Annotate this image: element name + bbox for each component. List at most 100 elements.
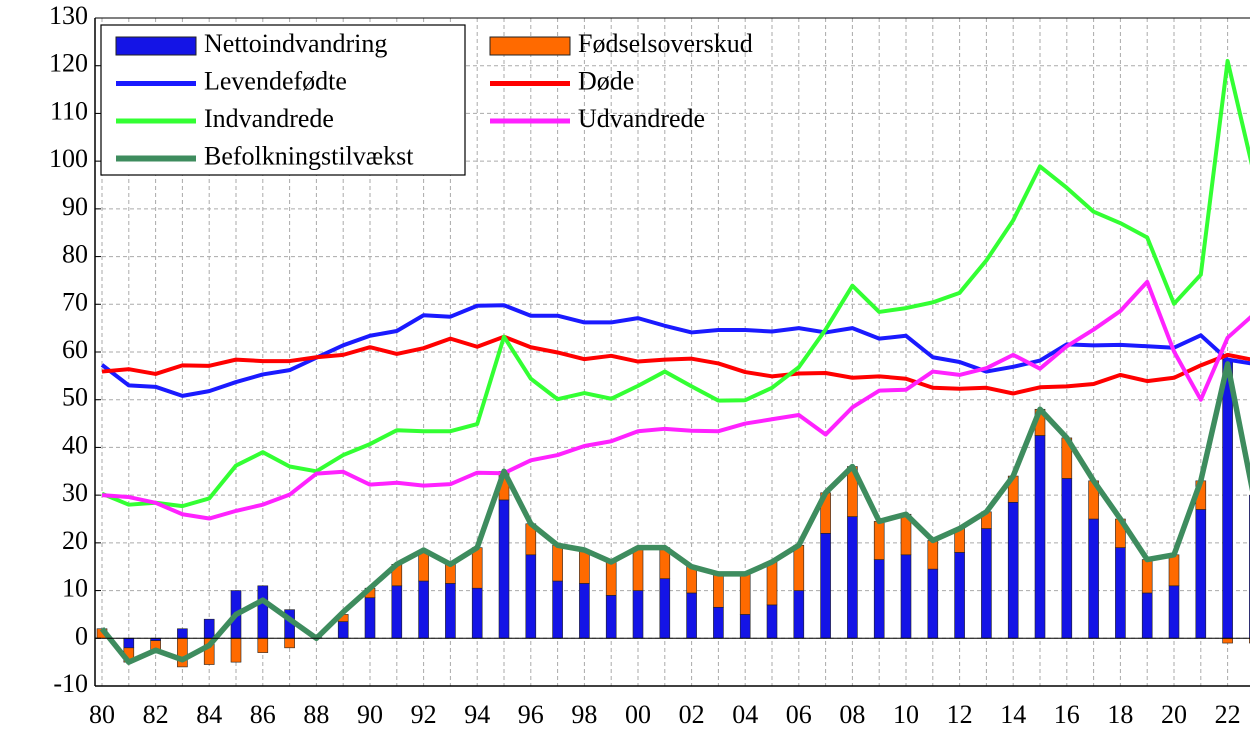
bar	[257, 637, 269, 653]
x-tick-label: 18	[1107, 700, 1133, 729]
x-tick-label: 00	[625, 700, 651, 729]
bar	[820, 533, 831, 639]
bar	[1141, 592, 1153, 639]
bar	[177, 637, 188, 668]
bar	[552, 544, 563, 582]
bar	[766, 561, 778, 606]
x-tick-label: 98	[571, 700, 597, 729]
line	[99, 361, 1250, 665]
bar	[471, 587, 483, 639]
y-tick-label: 130	[49, 1, 88, 30]
bar	[793, 590, 805, 639]
bar	[552, 580, 563, 639]
x-tick-label: 90	[357, 700, 383, 729]
bar	[900, 554, 912, 639]
x-tick-label: 04	[732, 700, 758, 729]
x-tick-label: 84	[196, 700, 222, 729]
bar	[1034, 435, 1046, 639]
bar	[713, 606, 724, 639]
bar	[203, 618, 215, 639]
bar	[766, 604, 778, 639]
x-tick-label: 94	[464, 700, 490, 729]
bar	[1141, 559, 1153, 594]
x-tick-label: 02	[679, 700, 705, 729]
bar	[686, 566, 697, 594]
bar	[230, 637, 242, 663]
bar	[445, 583, 456, 639]
x-tick-label: 20	[1161, 700, 1187, 729]
legend-label: Indvandrede	[204, 104, 334, 133]
legend-swatch	[115, 36, 197, 56]
y-tick-label: 100	[49, 144, 88, 173]
x-tick-label: 80	[89, 700, 115, 729]
axes: -10 0 10 20 30 40 50 60 70 80 90 100 110 120 130 80 82 84…	[49, 1, 1250, 729]
plot-area	[96, 58, 1250, 668]
bar	[927, 568, 939, 639]
bar	[284, 637, 295, 649]
bar	[873, 559, 885, 639]
bar	[632, 547, 644, 591]
bar	[418, 552, 429, 582]
line	[101, 279, 1250, 521]
x-tick-label: 88	[303, 700, 329, 729]
x-tick-label: 10	[893, 700, 919, 729]
y-tick-label: 30	[62, 478, 88, 507]
x-tick-label: 82	[143, 700, 169, 729]
x-tick-label: 08	[839, 700, 865, 729]
bar	[257, 585, 269, 639]
bar	[471, 547, 483, 589]
bar	[364, 597, 376, 639]
bar	[1168, 554, 1180, 587]
y-tick-label: 60	[62, 335, 88, 364]
bar	[739, 573, 751, 615]
bar	[418, 580, 429, 639]
x-tick-label: 86	[250, 700, 276, 729]
bar	[927, 540, 939, 570]
bar	[793, 544, 805, 591]
bar	[579, 549, 590, 584]
bar	[632, 590, 644, 639]
y-tick-label: 20	[62, 526, 88, 555]
bar	[981, 528, 992, 639]
bar	[1007, 501, 1019, 639]
y-tick-label: 10	[62, 574, 88, 603]
line	[100, 303, 1250, 398]
bar	[1061, 478, 1073, 639]
legend-label: Fødselsoverskud	[578, 29, 753, 58]
x-tick-label: 92	[411, 700, 437, 729]
bar	[739, 614, 751, 639]
bar	[1168, 585, 1180, 639]
legend: Nettoindvandring Fødselsoverskud Levendefø…	[100, 24, 753, 176]
y-tick-label: 0	[75, 621, 88, 650]
y-tick-label: -10	[53, 669, 88, 698]
bar	[177, 628, 188, 639]
bar	[605, 561, 617, 596]
legend-label: Døde	[578, 66, 634, 95]
bar	[579, 583, 590, 639]
bar	[498, 499, 510, 639]
bar	[873, 521, 885, 560]
bar	[847, 516, 858, 639]
y-tick-label: 70	[62, 287, 88, 316]
legend-label: Udvandrede	[578, 104, 705, 133]
x-tick-label: 16	[1054, 700, 1080, 729]
bar	[713, 573, 724, 608]
bar	[1195, 509, 1207, 639]
x-tick-label: 96	[518, 700, 544, 729]
bar	[337, 621, 349, 639]
x-tick-label: 22	[1215, 700, 1241, 729]
bar	[686, 592, 697, 639]
x-tick-label: 12	[947, 700, 973, 729]
line	[101, 334, 1250, 396]
bar	[954, 552, 965, 639]
bar	[1115, 547, 1126, 639]
y-tick-label: 90	[62, 192, 88, 221]
bar	[1088, 518, 1099, 639]
legend-label: Nettoindvandring	[204, 29, 387, 58]
bar	[1222, 358, 1233, 639]
x-tick-label: 06	[786, 700, 812, 729]
x-tick-label: 14	[1000, 700, 1026, 729]
legend-label: Levendefødte	[204, 66, 347, 95]
y-tick-label: 110	[50, 96, 88, 125]
bar	[123, 637, 135, 649]
